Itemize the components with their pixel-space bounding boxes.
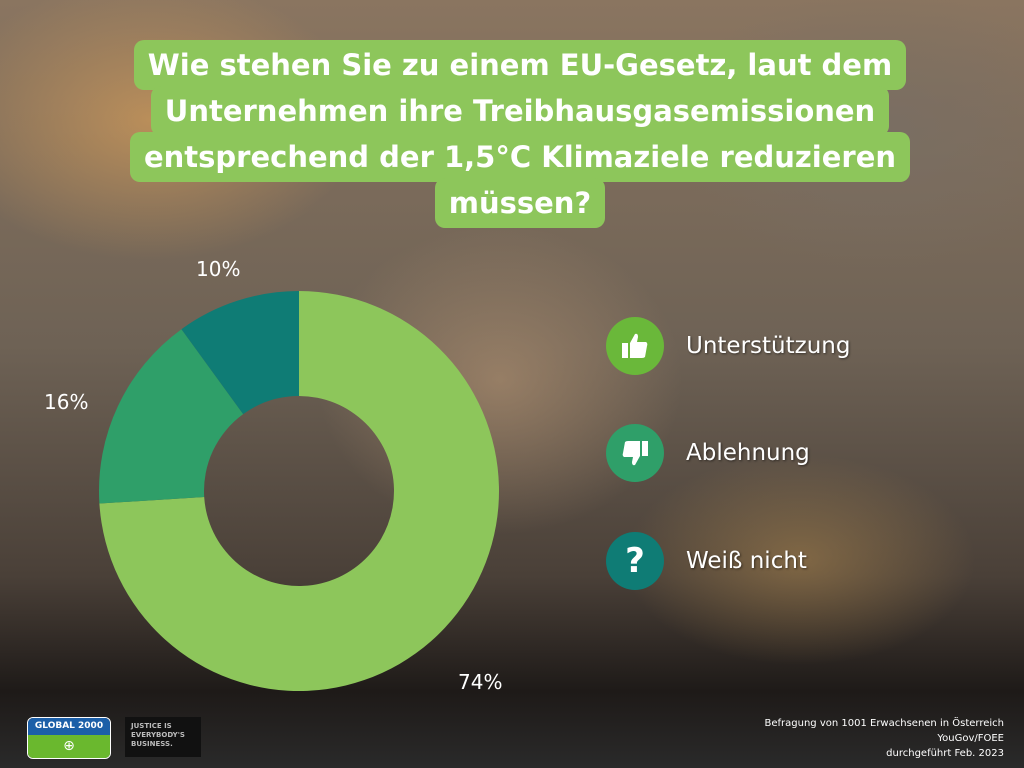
donut-slice-0 bbox=[99, 291, 499, 691]
thumbs-up-icon bbox=[606, 317, 664, 375]
justice-logo: JUSTICE IS EVERYBODY'S BUSINESS. bbox=[125, 717, 201, 757]
legend-item-reject: Ablehnung bbox=[606, 424, 810, 482]
question-icon: ? bbox=[606, 532, 664, 590]
source-line: YouGov/FOEE bbox=[937, 733, 1004, 744]
legend-item-support: Unterstützung bbox=[606, 317, 850, 375]
title-line: Unternehmen ihre Treibhausgasemissionen bbox=[150, 86, 890, 136]
slice-label-reject: 16% bbox=[44, 390, 89, 414]
source-line: durchgeführt Feb. 2023 bbox=[886, 748, 1004, 759]
title-line: entsprechend der 1,5°C Klimaziele reduzi… bbox=[129, 132, 911, 182]
title-line: Wie stehen Sie zu einem EU-Gesetz, laut … bbox=[133, 40, 907, 90]
slice-label-unknown: 10% bbox=[196, 257, 241, 281]
source-note: Befragung von 1001 Erwachsenen in Österr… bbox=[765, 716, 1005, 761]
source-line: Befragung von 1001 Erwachsenen in Österr… bbox=[764, 718, 1005, 729]
global2000-logo: GLOBAL 2000 ⊕ bbox=[27, 717, 111, 759]
slice-label-support: 74% bbox=[458, 670, 503, 694]
legend-label: Unterstützung bbox=[686, 333, 851, 359]
thumbs-down-icon bbox=[606, 424, 664, 482]
title-line: müssen? bbox=[434, 178, 606, 228]
legend-item-unknown: ? Weiß nicht bbox=[606, 532, 807, 590]
donut-slice-2 bbox=[181, 291, 299, 415]
donut-slice-1 bbox=[98, 329, 244, 504]
legend-label: Weiß nicht bbox=[686, 548, 807, 574]
chart-title: Wie stehen Sie zu einem EU-Gesetz, laut … bbox=[80, 40, 960, 228]
legend-label: Ablehnung bbox=[686, 440, 810, 466]
